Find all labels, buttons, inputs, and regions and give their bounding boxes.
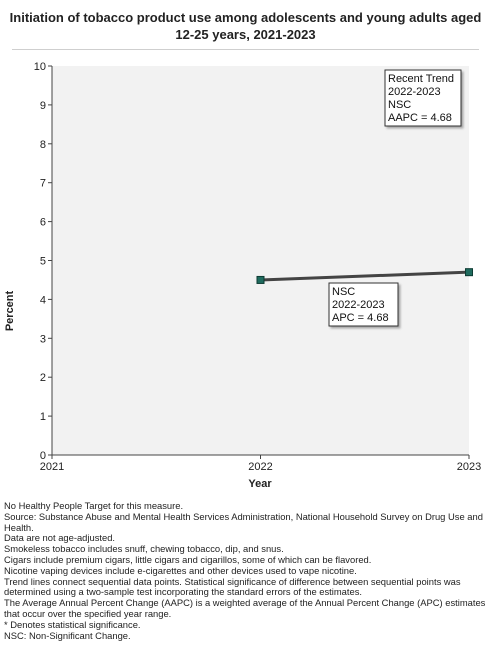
y-tick-label: 10 xyxy=(34,61,46,73)
title-divider xyxy=(12,49,479,50)
y-tick-label: 4 xyxy=(40,294,46,306)
y-tick-label: 0 xyxy=(40,450,46,462)
annotation-text: AAPC = 4.68 xyxy=(388,112,452,124)
x-tick-label: 2023 xyxy=(457,461,481,473)
annotation-text: NSC xyxy=(332,286,355,298)
y-tick-label: 2 xyxy=(40,372,46,384)
y-tick-label: 3 xyxy=(40,333,46,345)
footnote-line: The Average Annual Percent Change (AAPC)… xyxy=(4,597,486,619)
footnote-line: * Denotes statistical significance. xyxy=(4,618,141,630)
annotation-text: Recent Trend xyxy=(388,73,454,85)
footnote-line: Source: Substance Abuse and Mental Healt… xyxy=(4,510,483,533)
x-axis-ticks: 2021 2022 2023 xyxy=(40,455,481,473)
footnotes: No Healthy People Target for this measur… xyxy=(4,500,488,641)
y-tick-label: 8 xyxy=(40,139,46,151)
annotation-box xyxy=(384,69,462,127)
annotation-text: APC = 4.68 xyxy=(332,312,389,324)
x-tick-label: 2022 xyxy=(248,461,272,473)
series-line xyxy=(260,270,470,282)
footnote-line: NSC: Non-Significant Change. xyxy=(4,629,131,641)
footnote-line: Data are not age-adjusted. xyxy=(4,532,116,544)
y-tick-label: 9 xyxy=(40,100,46,112)
y-tick-label: 5 xyxy=(40,256,46,268)
footnote-line: Cigars include premium cigars, little ci… xyxy=(4,553,372,565)
plot-area xyxy=(52,66,469,455)
data-point xyxy=(256,275,265,284)
footnote-line: Trend lines connect sequential data poin… xyxy=(4,575,461,598)
chart-title: Initiation of tobacco product use among … xyxy=(9,10,482,42)
annotation-text: NSC xyxy=(388,99,411,111)
y-tick-label: 7 xyxy=(40,178,46,190)
data-point xyxy=(465,268,473,277)
y-axis-ticks: 0 1 2 3 4 5 6 7 8 9 10 xyxy=(34,61,52,462)
y-tick-label: 1 xyxy=(40,411,46,423)
y-tick-label: 6 xyxy=(40,217,46,229)
x-axis-title: Year xyxy=(248,478,272,490)
annotation-text: 2022-2023 xyxy=(332,299,385,311)
footnote-line: Nicotine vaping devices include e-cigare… xyxy=(4,564,357,576)
series-layer xyxy=(256,268,473,284)
y-axis-title: Percent xyxy=(4,290,16,331)
annotation-box xyxy=(328,282,399,327)
annotation-text: 2022-2023 xyxy=(388,86,441,98)
footnote-line: No Healthy People Target for this measur… xyxy=(4,500,184,511)
x-tick-label: 2021 xyxy=(40,461,64,473)
footnote-line: Smokeless tobacco includes snuff, chewin… xyxy=(4,543,284,555)
